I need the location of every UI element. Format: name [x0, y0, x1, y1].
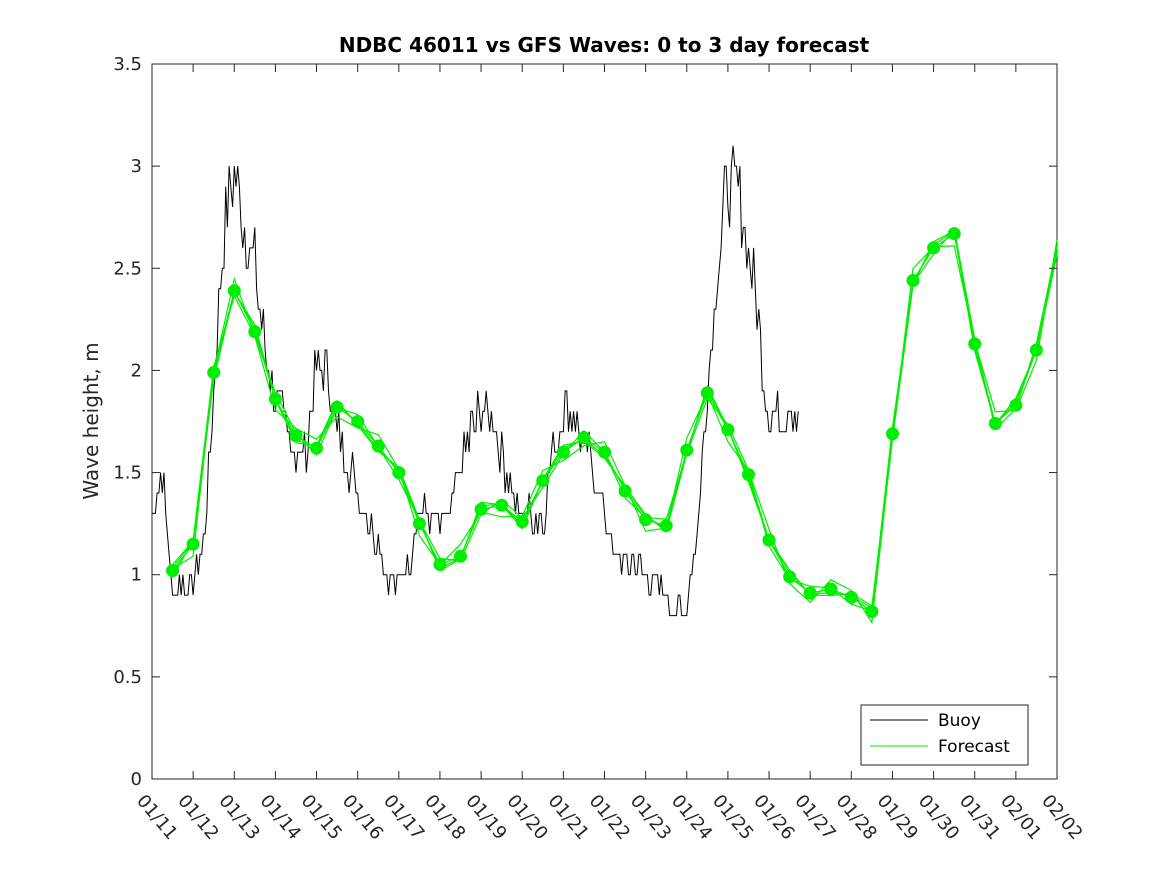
y-tick-label: 2 [131, 360, 142, 381]
forecast-point [721, 423, 735, 437]
forecast-point [186, 537, 200, 551]
forecast-point [474, 502, 488, 516]
y-axis-label: Wave height, m [79, 342, 103, 499]
forecast-point [1009, 398, 1023, 412]
legend-forecast-label: Forecast [938, 737, 1010, 757]
forecast-point [310, 441, 323, 455]
forecast-point [762, 533, 776, 547]
y-tick-label: 3 [131, 156, 142, 177]
forecast-point [598, 445, 611, 459]
forecast-point [947, 227, 961, 241]
legend-buoy-label: Buoy [938, 711, 981, 731]
forecast-point [166, 564, 180, 578]
forecast-point [824, 582, 838, 596]
forecast-point [371, 439, 385, 453]
forecast-point [844, 590, 858, 604]
forecast-point [536, 474, 550, 488]
forecast-point [680, 443, 694, 457]
forecast-point [330, 400, 344, 414]
forecast-point [865, 605, 879, 618]
buoy-series-line [152, 145, 799, 617]
forecast-point [783, 570, 797, 584]
forecast-point [618, 484, 632, 498]
forecast-point [700, 386, 714, 400]
forecast-point [227, 284, 241, 298]
forecast-point [906, 274, 920, 287]
forecast-point [392, 466, 406, 480]
forecast-point [1029, 343, 1043, 357]
y-tick-label: 2.5 [113, 258, 142, 279]
y-tick-label: 0.5 [113, 667, 142, 688]
y-tick-label: 1.5 [113, 463, 142, 484]
y-tick-label: 0 [131, 769, 142, 790]
forecast-point [248, 325, 262, 339]
chart-title: NDBC 46011 vs GFS Waves: 0 to 3 day fore… [339, 33, 870, 57]
forecast-point [659, 519, 673, 533]
forecast-point [968, 337, 982, 351]
forecast-series-line [172, 239, 1058, 625]
forecast-point [803, 586, 817, 600]
forecast-point [433, 558, 447, 571]
forecast-point [742, 468, 755, 482]
forecast-point [207, 366, 221, 379]
plot-area [151, 63, 1058, 780]
forecast-point [639, 513, 653, 527]
forecast-point [515, 515, 529, 529]
legend: Buoy Forecast [860, 704, 1029, 766]
y-tick-label: 3.5 [113, 54, 142, 75]
legend-box [860, 704, 1029, 766]
forecast-point [886, 427, 899, 441]
forecast-point [454, 549, 467, 563]
forecast-point [927, 241, 941, 255]
forecast-point [412, 517, 426, 531]
forecast-point [556, 445, 570, 459]
forecast-point [577, 431, 591, 445]
forecast-point [351, 415, 365, 428]
y-tick-label: 1 [131, 565, 142, 586]
forecast-point [289, 429, 303, 443]
forecast-point [988, 417, 1002, 430]
forecast-series-line [172, 230, 1058, 609]
forecast-point [495, 498, 509, 512]
y-axis: 0 0.5 1 1.5 2 2.5 3 3.5 [113, 54, 1057, 790]
forecast-point [268, 392, 282, 406]
